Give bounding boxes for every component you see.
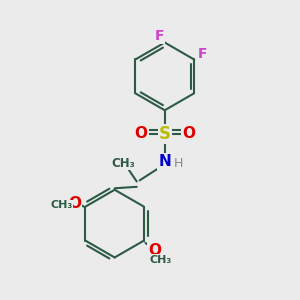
Text: F: F xyxy=(198,47,208,61)
Text: CH₃: CH₃ xyxy=(51,200,73,210)
Text: O: O xyxy=(68,196,81,211)
Text: H: H xyxy=(173,157,183,170)
Text: CH₃: CH₃ xyxy=(150,255,172,265)
Text: CH₃: CH₃ xyxy=(111,157,135,170)
Text: O: O xyxy=(182,126,195,141)
Text: S: S xyxy=(159,125,171,143)
Text: O: O xyxy=(148,243,161,258)
Text: O: O xyxy=(135,126,148,141)
Text: F: F xyxy=(155,29,164,43)
Text: N: N xyxy=(158,154,171,169)
